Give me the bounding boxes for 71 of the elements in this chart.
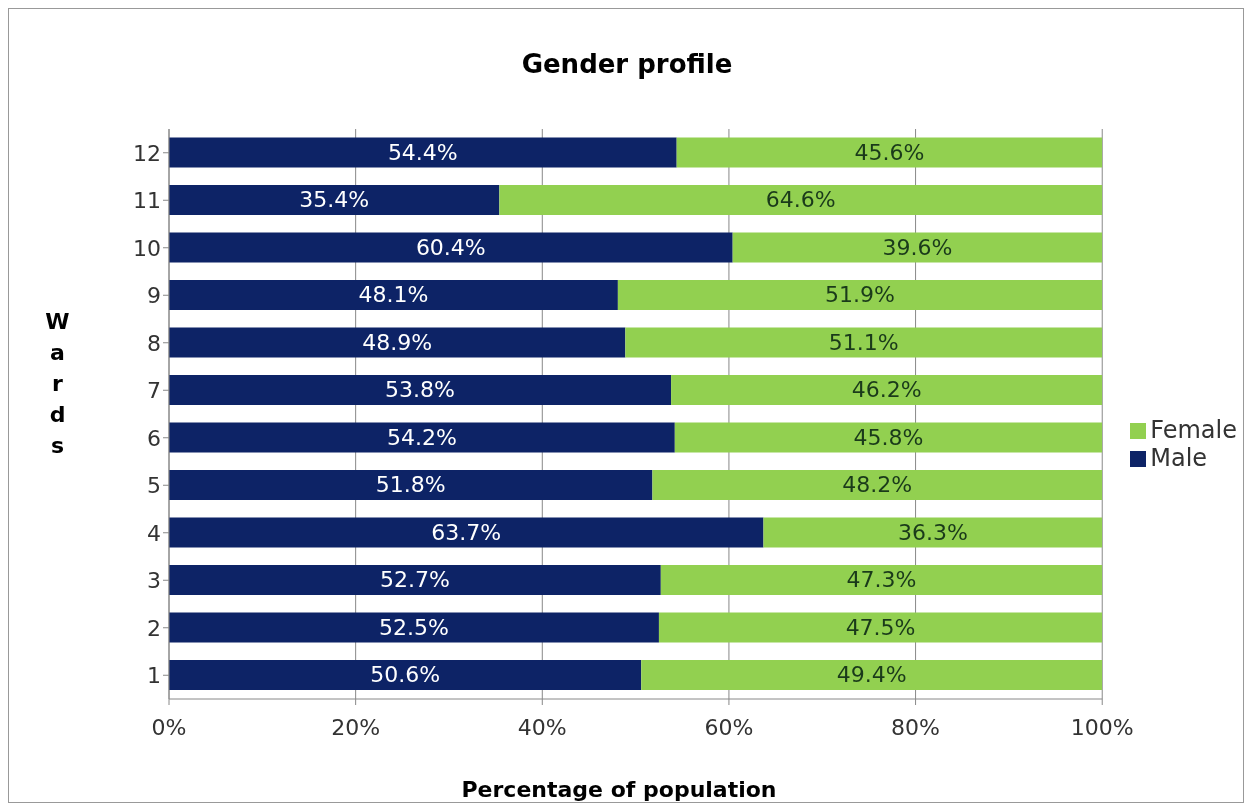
data-label: 51.9% (825, 282, 895, 308)
bar (169, 137, 677, 168)
bar (676, 137, 1103, 168)
x-tick-label: 40% (517, 714, 567, 740)
data-label: 50.6% (370, 662, 441, 688)
bar (652, 470, 1103, 501)
data-label: 46.2% (851, 377, 922, 403)
bar (169, 422, 675, 453)
bar (169, 517, 764, 548)
data-label: 35.4% (299, 187, 370, 213)
data-label: 51.8% (375, 472, 446, 498)
legend-label: Female (1150, 416, 1237, 444)
data-label: 47.3% (846, 567, 917, 593)
bar (732, 232, 1103, 263)
data-label: 54.2% (386, 424, 457, 450)
data-label: 54.4% (387, 139, 458, 165)
bar (671, 375, 1103, 406)
y-tick-label: 3 (147, 568, 161, 594)
legend-label: Male (1150, 444, 1208, 472)
bar (763, 517, 1103, 548)
bar (617, 280, 1103, 311)
x-axis-title: Percentage of population (460, 777, 778, 802)
x-tick-label: 60% (704, 714, 754, 740)
bar (625, 327, 1103, 358)
y-tick-label: 7 (147, 378, 161, 404)
bar (169, 327, 626, 358)
bar (169, 470, 653, 501)
bar (169, 375, 672, 406)
data-label: 51.1% (828, 329, 899, 355)
data-label: 48.1% (358, 282, 429, 308)
data-label: 45.8% (853, 424, 924, 450)
data-label: 39.6% (882, 234, 953, 260)
data-label: 48.2% (842, 472, 913, 498)
chart-title: Gender profile (520, 49, 734, 79)
y-tick-label: 5 (147, 473, 161, 499)
bar (660, 565, 1103, 596)
bar (169, 232, 733, 263)
y-tick-label: 6 (147, 425, 161, 451)
x-tick-label: 20% (331, 714, 381, 740)
x-tick-label: 0% (151, 714, 187, 740)
bar (499, 185, 1103, 216)
data-label: 45.6% (854, 139, 925, 165)
y-tick-label: 12 (133, 140, 161, 166)
bar (674, 422, 1103, 453)
x-tick-label: 80% (891, 714, 941, 740)
bar (169, 660, 642, 691)
y-tick-label: 10 (133, 235, 161, 261)
data-label: 52.5% (379, 614, 449, 640)
bar (641, 660, 1103, 691)
y-tick-label: 4 (147, 520, 161, 546)
y-tick-label: 1 (147, 663, 161, 689)
data-label: 36.3% (897, 519, 968, 545)
data-label: 52.7% (379, 567, 450, 593)
bar (169, 185, 500, 216)
data-label: 53.8% (385, 377, 455, 403)
data-label: 60.4% (415, 234, 486, 260)
bar (169, 565, 661, 596)
y-axis-title: Wards (45, 309, 70, 464)
data-label: 64.6% (765, 187, 836, 213)
bar (169, 280, 618, 311)
y-tick-label: 11 (133, 188, 161, 214)
y-tick-label: 8 (147, 330, 161, 356)
data-label: 63.7% (431, 519, 502, 545)
y-tick-label: 2 (147, 615, 161, 641)
bar (658, 612, 1103, 643)
data-label: 47.5% (845, 614, 916, 640)
x-tick-label: 100% (1070, 714, 1134, 740)
y-tick-label: 9 (147, 283, 161, 309)
data-label: 48.9% (362, 329, 433, 355)
data-label: 49.4% (836, 662, 907, 688)
bar (169, 612, 659, 643)
